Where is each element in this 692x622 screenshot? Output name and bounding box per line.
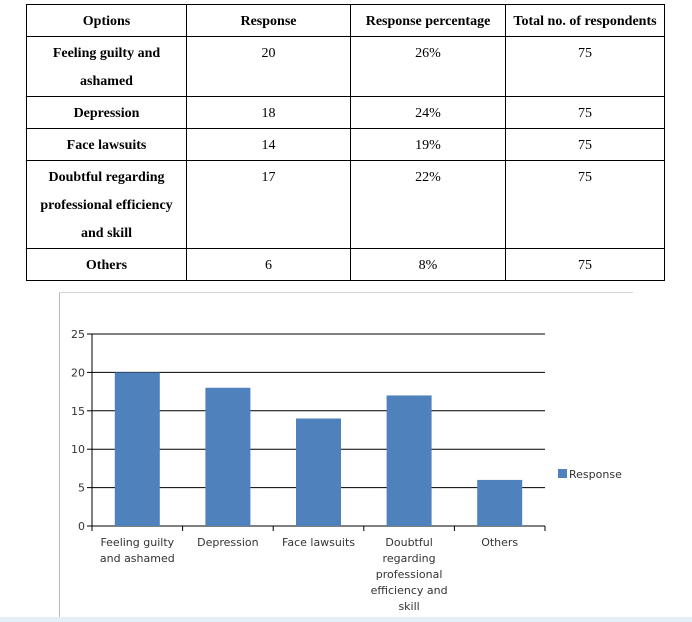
x-tick-label: Depression <box>197 536 259 549</box>
legend-swatch <box>558 469 567 478</box>
total-cell: 75 <box>505 248 665 281</box>
x-tick-label: Feeling guilty and ashamed <box>100 536 175 565</box>
total-cell: 75 <box>505 160 665 249</box>
percentage-cell: 19% <box>350 128 506 161</box>
response-cell: 18 <box>186 96 351 129</box>
chart-frame-left-border <box>59 292 60 620</box>
response-cell: 20 <box>186 36 351 97</box>
total-cell: 75 <box>505 36 665 97</box>
percentage-cell: 26% <box>350 36 506 97</box>
y-tick-label: 5 <box>78 482 85 495</box>
option-cell: Face lawsuits <box>26 128 187 161</box>
table-row: Others 6 8% 75 <box>26 248 665 281</box>
option-cell: Depression <box>26 96 187 129</box>
chart-frame-top-border <box>59 292 633 293</box>
x-tick-label: Doubtful regarding professional efficiency … <box>371 536 448 613</box>
table-row: Face lawsuits 14 19% 75 <box>26 128 665 161</box>
bar <box>296 418 341 526</box>
page-bottom-strip <box>0 617 692 622</box>
total-cell: 75 <box>505 128 665 161</box>
percentage-cell: 24% <box>350 96 506 129</box>
bar <box>205 387 251 526</box>
chart-frame: 0 5 10 15 20 25 Feeling guilty and ashamed Depre… <box>59 292 691 622</box>
table-row: Feeling guilty and ashamed 20 26% 75 <box>26 36 665 97</box>
y-tick-label: 15 <box>71 405 85 418</box>
percentage-cell: 8% <box>350 248 506 281</box>
y-tick-label: 25 <box>71 328 85 341</box>
total-cell: 75 <box>505 96 665 129</box>
x-tick-label: Others <box>481 536 518 549</box>
response-cell: 14 <box>186 128 351 161</box>
y-tick-label: 20 <box>71 366 85 379</box>
response-table: Options Response Response percentage Tot… <box>26 4 665 281</box>
option-cell: Feeling guilty and ashamed <box>26 36 187 97</box>
bar <box>477 479 523 526</box>
y-tick-label: 10 <box>71 443 85 456</box>
percentage-cell: 22% <box>350 160 506 249</box>
option-cell: Others <box>26 248 187 281</box>
response-cell: 17 <box>186 160 351 249</box>
table-header-row: Options Response Response percentage Tot… <box>26 4 665 37</box>
header-response-percentage: Response percentage <box>350 4 506 37</box>
response-cell: 6 <box>186 248 351 281</box>
option-cell: Doubtful regarding professional efficien… <box>26 160 187 249</box>
legend-label: Response <box>569 468 622 481</box>
header-total-respondents: Total no. of respondents <box>505 4 665 37</box>
bar-chart: 0 5 10 15 20 25 Feeling guilty and ashamed Depre… <box>71 328 622 613</box>
bar <box>386 395 432 526</box>
x-tick-label: Face lawsuits <box>282 536 355 549</box>
table-row: Doubtful regarding professional efficien… <box>26 160 665 249</box>
header-options: Options <box>26 4 187 37</box>
header-response: Response <box>186 4 351 37</box>
table-row: Depression 18 24% 75 <box>26 96 665 129</box>
y-tick-label: 0 <box>78 520 85 533</box>
bar <box>114 372 160 526</box>
